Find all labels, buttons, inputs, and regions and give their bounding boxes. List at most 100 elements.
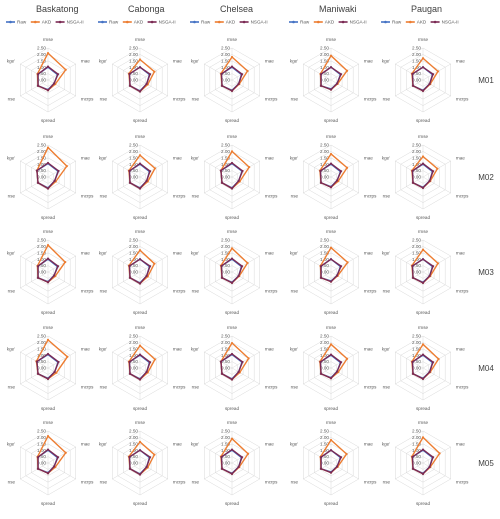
series-point-nsga-ii [319,360,322,364]
tick-label: 2.50 [320,143,329,148]
grid-spoke [112,446,141,464]
series-point-nsga-ii [335,274,339,277]
series-point-nsga-ii [319,276,323,279]
tick-label: 0.50 [221,71,230,76]
grid-spoke [303,255,332,273]
grid-spoke [303,351,332,369]
axis-label-mcrps: mcrps [456,385,469,390]
grid-spoke [330,160,359,178]
grid-spoke [422,367,451,385]
axis-label-spread: spread [133,501,147,506]
axis-label-spread: spread [416,310,430,315]
axis-label-spread: spread [416,406,430,411]
axis-label-mcrps: mcrps [456,289,469,294]
tick-label: 2.50 [129,238,138,243]
series-point-akd [46,244,50,247]
axis-label-spread: spread [225,501,239,506]
axis-label-mcrps: mcrps [173,385,186,390]
series-point-nsga-ii [138,282,142,285]
series-point-akd [247,357,250,360]
grid-spoke [139,176,168,194]
tick-label: 2.00 [37,340,46,345]
grid-spoke [204,79,233,97]
series-point-nsga-ii [128,169,131,173]
grid-spoke [231,351,260,369]
series-point-nsga-ii [230,161,234,165]
series-point-nsga-ii [339,361,343,364]
series-point-akd [329,54,333,57]
axis-label-kge: kge' [191,59,199,64]
series-point-nsga-ii [138,449,142,452]
legend-chelsea: Raw AKD NSGA-II [190,20,268,25]
axis-label-rmse: rmse [43,420,54,425]
series-point-nsga-ii [220,84,224,87]
series-point-nsga-ii [411,72,414,76]
axis-label-mae: mae [173,156,182,161]
axis-label-kge: kge' [7,251,15,256]
tick-label: 0.50 [129,168,138,173]
legend-label-akd: AKD [325,20,335,25]
axis-label-rmse: rmse [326,37,337,42]
axis-label-rmse: rmse [43,229,54,234]
series-point-nsga-ii [421,377,425,380]
series-point-nsga-ii [148,170,152,173]
series-point-nsga-ii [36,467,40,470]
row-label-m05: M05 [478,459,494,468]
grid-spoke [330,271,359,289]
series-point-nsga-ii [230,187,234,190]
axis-label-mae: mae [81,59,90,64]
legend-label-akd: AKD [417,20,427,25]
series-point-nsga-ii [319,181,323,184]
axis-label-spread: spread [225,215,239,220]
grid-spoke [112,79,141,97]
tick-label: 1.50 [320,155,329,160]
axis-label-kge: kge' [191,251,199,256]
tick-label: 2.00 [221,435,230,440]
radar-panel-paugan-m02: 0.000.501.001.502.002.50rmsemaemcrpsspre… [382,134,469,220]
axis-label-nse: nse [100,194,108,199]
grid-spoke [20,446,49,464]
series-point-nsga-ii [411,169,414,173]
axis-label-spread: spread [416,118,430,123]
grid-spoke [231,255,260,273]
series-point-nsga-ii [339,170,343,173]
series-point-nsga-ii [36,372,40,375]
axis-label-kge: kge' [382,442,390,447]
legend-marker-raw [193,20,196,24]
series-point-nsga-ii [237,465,240,468]
tick-label: 1.00 [221,162,230,167]
series-point-nsga-ii [138,473,142,476]
axis-label-mcrps: mcrps [364,289,377,294]
legend-marker-nsga-ii [242,20,246,24]
series-point-nsga-ii [148,361,152,364]
axis-label-kge: kge' [191,347,199,352]
series-point-nsga-ii [335,465,339,468]
series-point-nsga-ii [237,179,240,182]
series-point-nsga-ii [128,360,131,364]
series-point-akd [153,167,157,170]
series-point-nsga-ii [36,276,40,279]
axis-label-kge: kge' [382,156,390,161]
grid-spoke [395,351,424,369]
row-label-m02: M02 [478,173,494,182]
grid-spoke [20,462,49,480]
radar-panel-maniwaki-m04: 0.000.501.001.502.002.50rmsemaemcrpsspre… [290,325,377,411]
grid-spoke [20,351,49,369]
series-point-akd [346,261,349,264]
series-point-akd [65,165,68,168]
series-point-akd [230,341,234,345]
axis-label-kge: kge' [99,251,107,256]
tick-label: 2.00 [129,52,138,57]
series-point-nsga-ii [339,73,343,76]
axis-label-mcrps: mcrps [81,385,94,390]
grid-spoke [422,351,451,369]
axis-label-nse: nse [8,385,16,390]
tick-label: 2.50 [412,334,421,339]
series-point-nsga-ii [128,264,131,268]
series-point-akd [436,262,440,265]
series-point-akd [437,357,440,361]
series-point-nsga-ii [421,66,425,69]
series-point-nsga-ii [421,472,425,475]
grid-spoke [395,176,424,194]
legend-marker-akd [317,20,320,24]
